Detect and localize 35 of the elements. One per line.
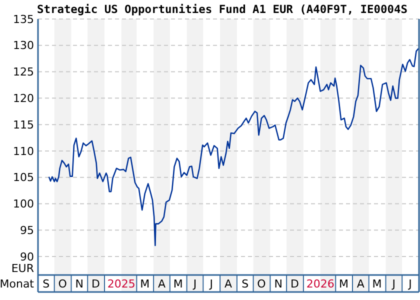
- x-tick-label: M: [372, 277, 382, 290]
- x-axis-title: Monat: [0, 277, 35, 290]
- y-axis-title: EUR: [11, 262, 34, 275]
- y-tick-label: 115: [13, 118, 34, 132]
- x-tick-label: S: [242, 277, 249, 290]
- x-tick-label: A: [224, 277, 232, 290]
- y-tick-label: 90: [20, 250, 34, 264]
- y-tick-label: 105: [13, 171, 34, 184]
- x-tick-label: 2025: [107, 277, 136, 290]
- x-tick-label: D: [290, 277, 299, 290]
- x-tick-label: A: [158, 277, 166, 290]
- x-tick-label: 2026: [306, 277, 334, 290]
- y-tick-label: 125: [13, 66, 34, 79]
- x-tick-label: O: [257, 277, 266, 290]
- y-tick-label: 95: [20, 224, 34, 237]
- y-tick-label: 120: [13, 92, 34, 106]
- x-tick-label: A: [356, 277, 365, 290]
- x-tick-label: N: [274, 277, 282, 290]
- x-tick-label: D: [92, 277, 100, 290]
- line-series: [48, 48, 420, 246]
- x-tick-label: M: [173, 277, 183, 290]
- x-tick-label: O: [58, 277, 68, 290]
- y-tick-label: 135: [13, 12, 34, 26]
- chart-title: Strategic US Opportunities Fund A1 EUR (A40F9T, IE0004S: [37, 3, 408, 16]
- x-tick-label: J: [391, 277, 396, 290]
- x-tick-label: J: [208, 277, 213, 290]
- y-tick-label: 100: [13, 198, 34, 211]
- x-tick-label: M: [140, 277, 150, 290]
- x-tick-label: J: [192, 277, 197, 290]
- y-tick-label: 130: [13, 39, 34, 52]
- x-tick-label: S: [42, 277, 50, 290]
- x-tick-label: N: [75, 277, 84, 290]
- y-tick-label: 110: [13, 144, 34, 158]
- x-tick-label: M: [339, 277, 349, 290]
- x-tick-label: J: [408, 277, 412, 290]
